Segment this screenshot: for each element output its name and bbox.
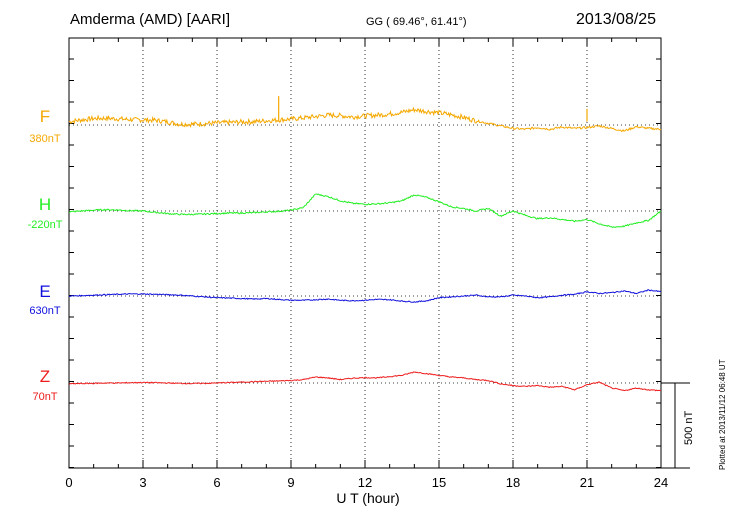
grid-lines	[69, 38, 661, 468]
geographic-coordinates: GG ( 69.46°, 61.41°)	[366, 16, 467, 28]
series-baseline-Z: 70nT	[32, 391, 58, 403]
axis-ticks	[68, 38, 662, 468]
series-line-H	[68, 193, 662, 228]
x-tick-label: 9	[287, 475, 294, 490]
series-label-Z: Z	[39, 367, 51, 386]
date-label: 2013/08/25	[576, 11, 657, 28]
x-tick-label: 21	[580, 475, 594, 490]
series-lines	[68, 96, 662, 392]
series-label-F: F	[39, 107, 51, 126]
series-line-F	[68, 106, 662, 133]
series-label-H: H	[38, 195, 52, 214]
x-tick-label: 3	[139, 475, 146, 490]
x-tick-label: 24	[654, 475, 668, 490]
x-tick-label: 6	[213, 475, 220, 490]
series-line-Z	[69, 371, 662, 392]
station-title: Amderma (AMD) [AARI]	[70, 11, 231, 28]
scale-bar: 500 nT	[661, 382, 695, 469]
x-tick-labels: 0 3 6 9 12 15 18 21 24	[65, 475, 668, 490]
x-tick-label: 0	[65, 475, 72, 490]
x-axis-title: U T (hour)	[336, 490, 399, 506]
series-line-E	[68, 289, 662, 303]
series-baseline-F: 380nT	[29, 133, 61, 145]
series-label-E: E	[39, 282, 51, 301]
x-tick-label: 12	[358, 475, 372, 490]
x-tick-label: 18	[506, 475, 520, 490]
x-tick-label: 15	[432, 475, 446, 490]
series-baseline-H: -220nT	[27, 219, 63, 231]
scale-bar-label: 500 nT	[683, 410, 695, 445]
series-baseline-E: 630nT	[29, 305, 61, 317]
